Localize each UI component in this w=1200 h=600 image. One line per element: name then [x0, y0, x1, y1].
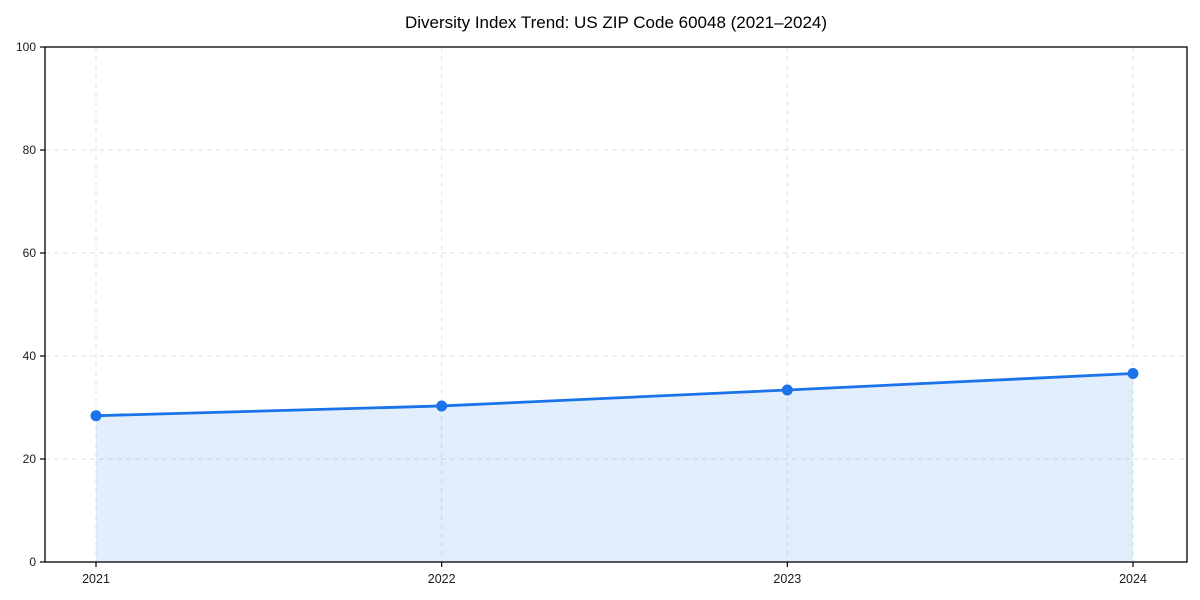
x-tick-label: 2024 — [1119, 572, 1147, 586]
y-tick-label: 40 — [23, 349, 37, 363]
x-tick-label: 2022 — [428, 572, 456, 586]
data-point — [436, 400, 448, 412]
y-tick-label: 80 — [23, 143, 37, 157]
trend-line — [94, 372, 1135, 418]
y-tick-label: 60 — [23, 246, 37, 260]
y-tick-label: 100 — [16, 40, 36, 54]
chart-title: Diversity Index Trend: US ZIP Code 60048… — [404, 13, 828, 32]
plot-border — [44, 46, 1188, 563]
data-point — [1127, 368, 1139, 380]
y-tick-label: 20 — [23, 452, 37, 466]
data-point — [781, 384, 793, 396]
y-tick-label: 0 — [29, 555, 36, 569]
data-point — [90, 410, 102, 422]
area-fill — [96, 373, 1133, 562]
x-tick-label: 2021 — [82, 572, 110, 586]
x-tick-label: 2023 — [773, 572, 801, 586]
